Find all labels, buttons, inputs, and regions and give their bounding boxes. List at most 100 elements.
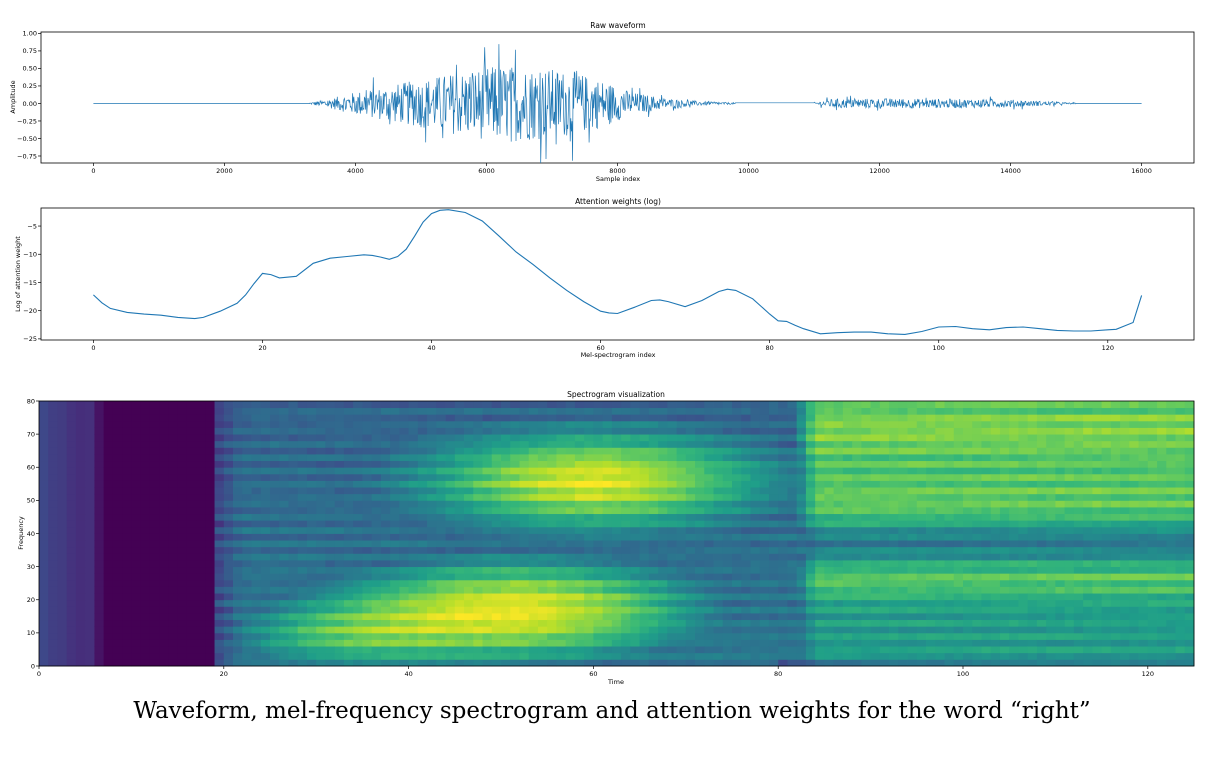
heatmap-cell [695,480,705,488]
heatmap-cell [630,560,640,568]
heatmap-cell [464,573,474,581]
heatmap-cell [547,401,557,409]
heatmap-cell [584,613,594,621]
heatmap-cell [658,513,668,521]
heatmap-cell [593,579,604,587]
heatmap-cell [1110,659,1121,667]
heatmap-cell [621,414,631,422]
heatmap-cell [1166,579,1176,587]
heatmap-cell [399,454,409,462]
heatmap-cell [196,460,206,468]
heatmap-cell [722,487,733,495]
heatmap-cell [861,579,871,587]
heatmap-cell [454,613,465,621]
heatmap-cell [898,553,908,561]
heatmap-cell [565,540,576,548]
heatmap-cell [1120,586,1130,594]
heatmap-cell [1092,414,1102,422]
heatmap-cell [805,401,816,409]
heatmap-cell [916,639,927,647]
heatmap-cell [861,619,871,627]
heatmap-cell [963,619,973,627]
heatmap-cell [953,507,964,515]
heatmap-cell [279,613,289,621]
heatmap-cell [556,401,567,409]
heatmap-cell [676,454,687,462]
heatmap-cell [759,566,770,574]
heatmap-cell [57,420,68,428]
heatmap-cell [935,593,945,601]
heatmap-cell [953,526,964,534]
heatmap-cell [787,533,798,541]
heatmap-cell [778,520,788,528]
heatmap-cell [861,480,871,488]
heatmap-cell [196,533,206,541]
heatmap-cell [362,606,373,614]
heatmap-cell [57,626,68,634]
heatmap-cell [741,500,751,508]
heatmap-cell [85,507,95,515]
heatmap-cell [306,434,317,442]
heatmap-cell [547,606,557,614]
heatmap-cell [427,533,437,541]
heatmap-cell [491,579,502,587]
heatmap-cell [1147,639,1158,647]
heatmap-cell [778,546,788,554]
heatmap-cell [556,434,567,442]
heatmap-cell [186,579,197,587]
heatmap-cell [759,540,770,548]
heatmap-cell [362,599,373,607]
heatmap-cell [251,513,262,521]
heatmap-cell [935,493,945,501]
heatmap-cell [842,573,853,581]
heatmap-cell [833,434,844,442]
heatmap-cell [1027,520,1038,528]
heatmap-cell [1138,507,1149,515]
heatmap-cell [205,593,215,601]
heatmap-cell [214,427,225,435]
heatmap-cell [796,553,807,561]
heatmap-cell [667,546,677,554]
heatmap-cell [482,639,493,647]
heatmap-cell [112,407,123,415]
heatmap-cell [565,427,576,435]
heatmap-cell [787,639,798,647]
heatmap-cell [815,619,825,627]
heatmap-cell [353,473,363,481]
heatmap-cell [685,586,696,594]
heatmap-cell [926,454,936,462]
heatmap-cell [1092,553,1102,561]
heatmap-cell [380,493,391,501]
heatmap-cell [1129,480,1139,488]
heatmap-cell [103,599,114,607]
heatmap-cell [852,447,862,455]
heatmap-cell [445,507,456,515]
heatmap-cell [556,420,567,428]
heatmap-cell [343,454,354,462]
heatmap-cell [149,566,160,574]
heatmap-cell [584,513,594,521]
heatmap-cell [768,639,779,647]
heatmap-cell [741,513,751,521]
heatmap-cell [233,401,243,409]
heatmap-cell [861,652,871,660]
heatmap-cell [445,560,456,568]
heatmap-cell [630,507,640,515]
heatmap-cell [1083,613,1093,621]
heatmap-cell [667,407,677,415]
heatmap-cell [574,480,585,488]
heatmap-cell [537,526,548,534]
heatmap-cell [537,520,548,528]
heatmap-cell [306,427,317,435]
heatmap-cell [491,500,502,508]
heatmap-cell [972,560,982,568]
heatmap-cell [270,546,280,554]
heatmap-cell [149,401,160,409]
heatmap-cell [648,566,659,574]
heatmap-cell [1055,586,1066,594]
heatmap-cell [380,593,391,601]
heatmap-cell [1147,526,1158,534]
heatmap-cell [362,454,373,462]
heatmap-cell [270,434,280,442]
heatmap-cell [75,473,86,481]
